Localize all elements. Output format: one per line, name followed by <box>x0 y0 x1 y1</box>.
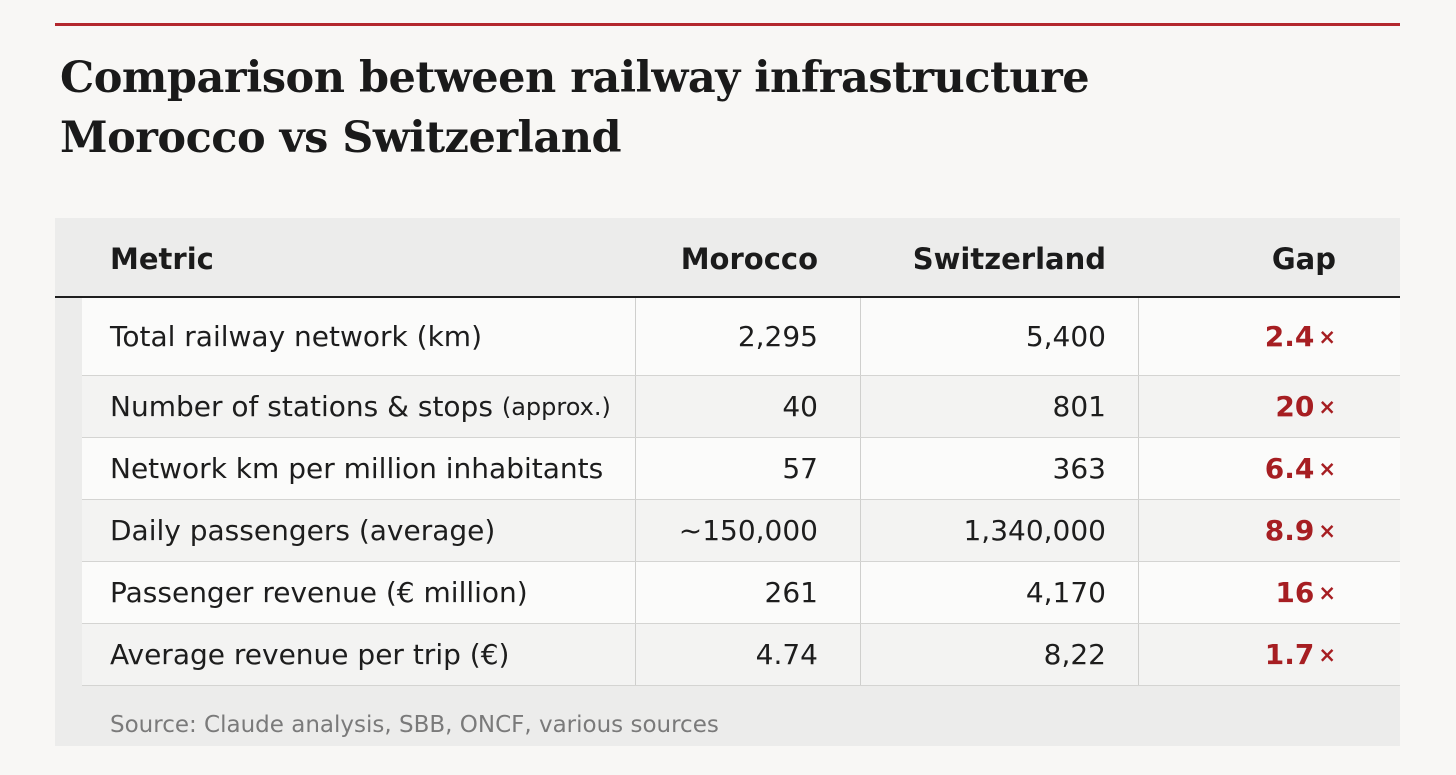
metric-label: Passenger revenue (€ million) <box>110 576 528 609</box>
gap-value: 1.7 <box>1264 638 1315 671</box>
metric-cell: Average revenue per trip (€) <box>110 624 630 685</box>
gap-cell: 2.4 × <box>1138 298 1336 375</box>
metric-label: Number of stations & stops <box>110 390 493 423</box>
title-line-2: Morocco vs Switzerland <box>60 113 622 163</box>
gap-cell: 6.4 × <box>1138 438 1336 499</box>
switzerland-value: 363 <box>860 438 1106 499</box>
gap-multiplier-symbol: × <box>1318 456 1336 481</box>
gap-multiplier-symbol: × <box>1318 518 1336 543</box>
table-row: Passenger revenue (€ million) 261 4,170 16 × <box>82 562 1400 624</box>
header-gap: Gap <box>1271 242 1336 276</box>
table-row: Total railway network (km) 2,295 5,400 2.4 × <box>82 298 1400 376</box>
metric-label: Network km per million inhabitants <box>110 452 604 485</box>
table-row: Network km per million inhabitants 57 363 6… <box>82 438 1400 500</box>
metric-label: Average revenue per trip (€) <box>110 638 510 671</box>
comparison-table: Metric Morocco Switzerland Gap Total rai… <box>55 218 1400 746</box>
metric-qualifier: (approx.) <box>501 392 611 421</box>
top-accent-rule <box>55 23 1400 26</box>
header-metric: Metric <box>110 242 214 276</box>
table-row: Average revenue per trip (€) 4.74 8,22 1.7 × <box>82 624 1400 686</box>
gap-cell: 1.7 × <box>1138 624 1336 685</box>
morocco-value: ~150,000 <box>635 500 818 561</box>
metric-cell: Network km per million inhabitants <box>110 438 630 499</box>
gap-multiplier-symbol: × <box>1318 580 1336 605</box>
gap-cell: 16 × <box>1138 562 1336 623</box>
gap-value: 20 <box>1275 390 1315 423</box>
switzerland-value: 1,340,000 <box>860 500 1106 561</box>
gap-multiplier-symbol: × <box>1318 642 1336 667</box>
morocco-value: 4.74 <box>635 624 818 685</box>
switzerland-value: 8,22 <box>860 624 1106 685</box>
table-row: Number of stations & stops (approx.) 40 80… <box>82 376 1400 438</box>
gap-value: 2.4 <box>1264 320 1315 353</box>
gap-cell: 8.9 × <box>1138 500 1336 561</box>
title-line-1: Comparison between railway infrastructur… <box>60 53 1090 103</box>
switzerland-value: 5,400 <box>860 298 1106 375</box>
gap-multiplier-symbol: × <box>1318 394 1336 419</box>
table-row: Daily passengers (average) ~150,000 1,340,… <box>82 500 1400 562</box>
morocco-value: 2,295 <box>635 298 818 375</box>
morocco-value: 57 <box>635 438 818 499</box>
gap-cell: 20 × <box>1138 376 1336 437</box>
gap-value: 16 <box>1275 576 1315 609</box>
gap-value: 8.9 <box>1264 514 1315 547</box>
metric-cell: Total railway network (km) <box>110 298 630 375</box>
header-morocco: Morocco <box>680 242 818 276</box>
chart-title: Comparison between railway infrastructur… <box>60 48 1090 168</box>
metric-label: Total railway network (km) <box>110 320 482 353</box>
morocco-value: 261 <box>635 562 818 623</box>
header-switzerland: Switzerland <box>912 242 1106 276</box>
metric-cell: Daily passengers (average) <box>110 500 630 561</box>
morocco-value: 40 <box>635 376 818 437</box>
metric-label: Daily passengers (average) <box>110 514 496 547</box>
table-header-row: Metric Morocco Switzerland Gap <box>55 218 1400 298</box>
switzerland-value: 4,170 <box>860 562 1106 623</box>
table-body: Total railway network (km) 2,295 5,400 2.4 ×… <box>82 298 1400 686</box>
gap-value: 6.4 <box>1264 452 1315 485</box>
source-note: Source: Claude analysis, SBB, ONCF, vari… <box>110 712 719 738</box>
metric-cell: Number of stations & stops (approx.) <box>110 376 630 437</box>
gap-multiplier-symbol: × <box>1318 324 1336 349</box>
metric-cell: Passenger revenue (€ million) <box>110 562 630 623</box>
switzerland-value: 801 <box>860 376 1106 437</box>
